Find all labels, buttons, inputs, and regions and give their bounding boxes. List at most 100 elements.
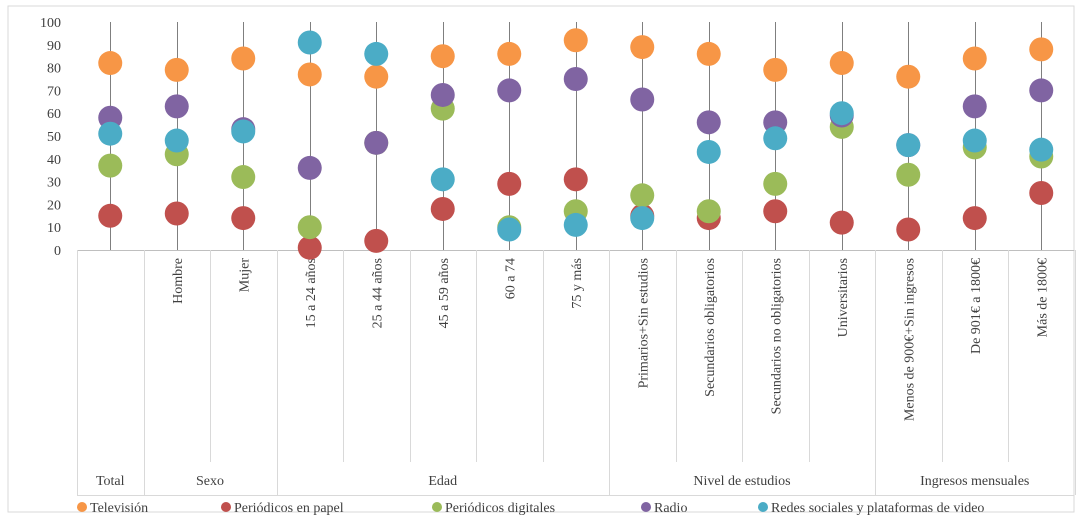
data-point bbox=[1029, 137, 1054, 162]
data-point bbox=[696, 199, 721, 224]
category-axis: Hombre Mujer 15 a 24 años 25 a 44 años 45 a … bbox=[77, 250, 1076, 496]
data-point bbox=[962, 46, 987, 71]
y-tick-label: 10 bbox=[47, 221, 61, 236]
legend-label: Redes sociales y plataformas de video bbox=[771, 501, 984, 516]
data-point bbox=[630, 183, 655, 208]
group-label: Total bbox=[96, 474, 125, 489]
x-category-label: 75 y más bbox=[570, 258, 585, 309]
data-point bbox=[497, 78, 522, 103]
y-tick-label: 60 bbox=[47, 107, 61, 122]
x-category-label: Más de 1800€ bbox=[1035, 258, 1050, 337]
x-category-label: 25 a 44 años bbox=[370, 258, 385, 328]
data-point bbox=[630, 87, 655, 112]
data-point bbox=[563, 212, 588, 237]
data-point bbox=[98, 203, 123, 228]
data-point bbox=[297, 215, 322, 240]
data-point bbox=[896, 162, 921, 187]
group-label: Edad bbox=[428, 474, 457, 489]
y-tick-label: 30 bbox=[47, 176, 61, 191]
x-category-label: 15 a 24 años bbox=[304, 258, 319, 328]
data-point bbox=[231, 165, 256, 190]
data-point bbox=[563, 67, 588, 91]
data-point bbox=[231, 46, 256, 71]
x-category-label: Universitarios bbox=[836, 258, 851, 337]
series-points bbox=[98, 28, 1054, 89]
legend-marker bbox=[221, 502, 231, 512]
data-point bbox=[98, 153, 123, 178]
data-point bbox=[962, 94, 987, 119]
data-point bbox=[763, 126, 788, 151]
data-point bbox=[962, 206, 987, 231]
legend-marker bbox=[758, 502, 768, 512]
data-point bbox=[896, 133, 921, 158]
data-point bbox=[98, 51, 123, 76]
y-tick-label: 20 bbox=[47, 198, 61, 213]
x-category-label: Primarios+Sin estudios bbox=[636, 258, 651, 388]
data-point bbox=[829, 101, 854, 126]
x-category-label: De 901€ a 1800€ bbox=[969, 258, 984, 354]
data-point bbox=[364, 130, 389, 155]
legend-marker bbox=[77, 502, 87, 512]
data-point bbox=[164, 57, 189, 82]
series-points bbox=[98, 30, 1054, 242]
group-label: Nivel de estudios bbox=[693, 474, 790, 489]
legend-label: Televisión bbox=[90, 501, 148, 516]
group-label: Sexo bbox=[196, 474, 224, 489]
legend: Televisión Periódicos en papel Periódicos … bbox=[77, 501, 984, 516]
y-tick-label: 50 bbox=[47, 130, 61, 145]
data-point bbox=[297, 235, 322, 260]
data-point bbox=[430, 167, 455, 192]
data-point bbox=[231, 206, 256, 231]
data-point bbox=[829, 210, 854, 235]
data-point bbox=[896, 64, 921, 89]
data-point bbox=[497, 41, 522, 66]
group-label: Ingresos mensuales bbox=[920, 474, 1029, 489]
data-point bbox=[630, 206, 655, 231]
data-point bbox=[563, 167, 588, 192]
data-point bbox=[231, 119, 256, 144]
data-point bbox=[297, 62, 322, 87]
data-point bbox=[430, 82, 455, 107]
legend-label: Radio bbox=[654, 501, 687, 516]
data-point bbox=[430, 196, 455, 221]
data-point bbox=[364, 41, 389, 66]
data-point bbox=[1029, 37, 1054, 62]
data-point bbox=[763, 57, 788, 82]
data-point bbox=[497, 217, 522, 242]
y-tick-label: 90 bbox=[47, 39, 61, 54]
y-tick-label: 80 bbox=[47, 62, 61, 77]
legend-label: Periódicos en papel bbox=[234, 501, 344, 516]
data-point bbox=[430, 44, 455, 69]
data-point bbox=[696, 110, 721, 135]
data-point bbox=[297, 30, 322, 55]
data-point bbox=[962, 128, 987, 153]
x-category-label: 60 a 74 bbox=[503, 258, 518, 299]
legend-label: Periódicos digitales bbox=[445, 501, 555, 516]
data-point bbox=[763, 199, 788, 224]
chart-border bbox=[7, 5, 1075, 513]
data-point bbox=[164, 201, 189, 226]
data-point bbox=[1029, 181, 1054, 205]
legend-marker bbox=[641, 502, 651, 512]
data-point bbox=[696, 41, 721, 66]
x-category-label: Mujer bbox=[237, 258, 252, 293]
y-tick-label: 40 bbox=[47, 153, 61, 168]
data-point bbox=[164, 128, 189, 153]
data-point bbox=[164, 94, 189, 119]
y-axis: 0 10 20 30 40 50 60 70 80 90 100 bbox=[40, 16, 61, 259]
y-tick-label: 0 bbox=[54, 244, 61, 259]
data-point bbox=[297, 155, 322, 180]
y-tick-label: 70 bbox=[47, 84, 61, 99]
x-category-label: 45 a 59 años bbox=[437, 258, 452, 328]
data-point bbox=[763, 171, 788, 196]
data-point bbox=[896, 217, 921, 242]
data-point bbox=[497, 171, 522, 196]
data-points bbox=[98, 28, 1054, 260]
data-point bbox=[630, 35, 655, 60]
data-point bbox=[364, 228, 389, 253]
data-point bbox=[563, 28, 588, 53]
x-category-label: Menos de 900€+Sin ingresos bbox=[902, 258, 917, 421]
y-tick-label: 100 bbox=[40, 16, 61, 31]
